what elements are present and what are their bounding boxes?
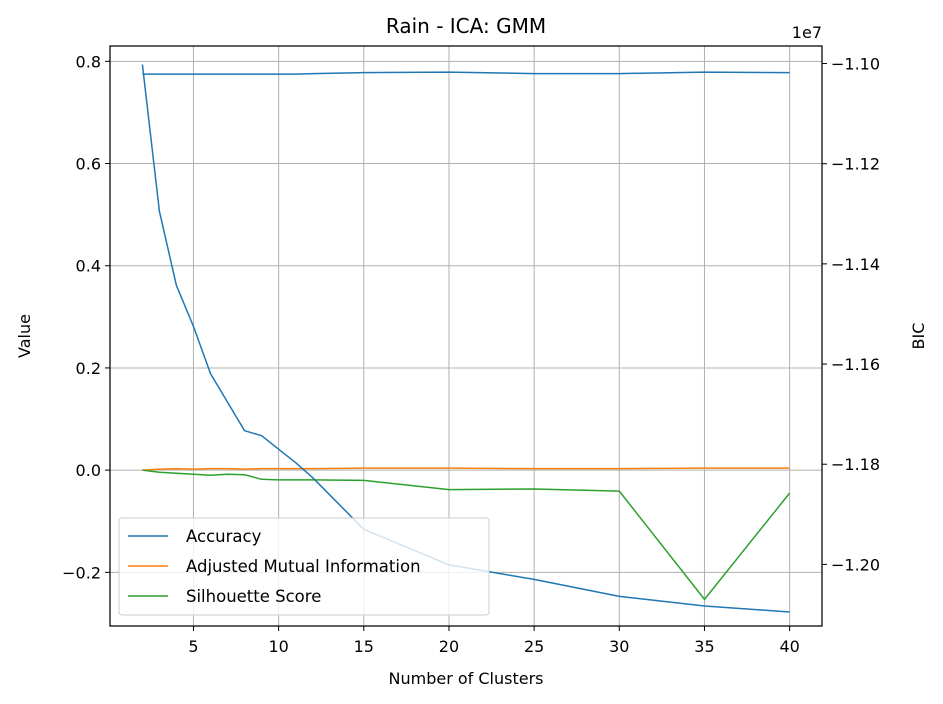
legend-label-accuracy: Accuracy (186, 527, 262, 546)
y-left-tick-label: −0.2 (62, 563, 101, 582)
x-tick-label: 15 (354, 637, 374, 656)
y-axis-right-label: BIC (909, 323, 928, 350)
series-line-accuracy (142, 71, 790, 75)
series-line-bic (141, 64, 790, 613)
x-tick-label: 35 (694, 637, 714, 656)
y-left-tick-label: 0.0 (76, 461, 101, 480)
x-tick-label: 5 (188, 637, 198, 656)
x-tick-label: 10 (268, 637, 288, 656)
x-tick-label: 20 (439, 637, 459, 656)
chart-title: Rain - ICA: GMM (386, 14, 546, 38)
y-right-tick-label: −1.10 (831, 55, 880, 74)
x-tick-label: 40 (779, 637, 799, 656)
x-tick-label: 30 (609, 637, 629, 656)
x-tick-label: 25 (524, 637, 544, 656)
legend-label-adjusted-mutual-information: Adjusted Mutual Information (186, 557, 421, 576)
y-right-tick-label: −1.14 (831, 255, 880, 274)
y-left-tick-label: 0.8 (76, 52, 101, 71)
axis-ticks: 5 10 15 20 25 30 35 40 −0.2 0.0 0.2 0.4 0.6 0.8 −1.20 −… (62, 52, 880, 656)
plot-area-frame (109, 45, 823, 627)
legend-label-silhouette-score: Silhouette Score (186, 587, 321, 606)
y-left-tick-label: 0.4 (76, 257, 101, 276)
y-right-tick-label: −1.12 (831, 155, 880, 174)
y-left-tick-label: 0.2 (76, 359, 101, 378)
right-axis-offset-text: 1e7 (792, 23, 822, 42)
legend: Accuracy Adjusted Mutual Information Silho… (118, 517, 490, 616)
series-line-adjusted-mutual-information (142, 467, 790, 471)
legend-box (118, 517, 490, 616)
series-line-silhouette-score (142, 469, 791, 601)
x-axis-label: Number of Clusters (389, 669, 544, 688)
y-left-tick-label: 0.6 (76, 155, 101, 174)
series-lines (141, 64, 791, 613)
y-right-tick-label: −1.20 (831, 555, 880, 574)
y-right-tick-label: −1.16 (831, 355, 880, 374)
y-right-tick-label: −1.18 (831, 455, 880, 474)
y-axis-left-label: Value (15, 314, 34, 358)
